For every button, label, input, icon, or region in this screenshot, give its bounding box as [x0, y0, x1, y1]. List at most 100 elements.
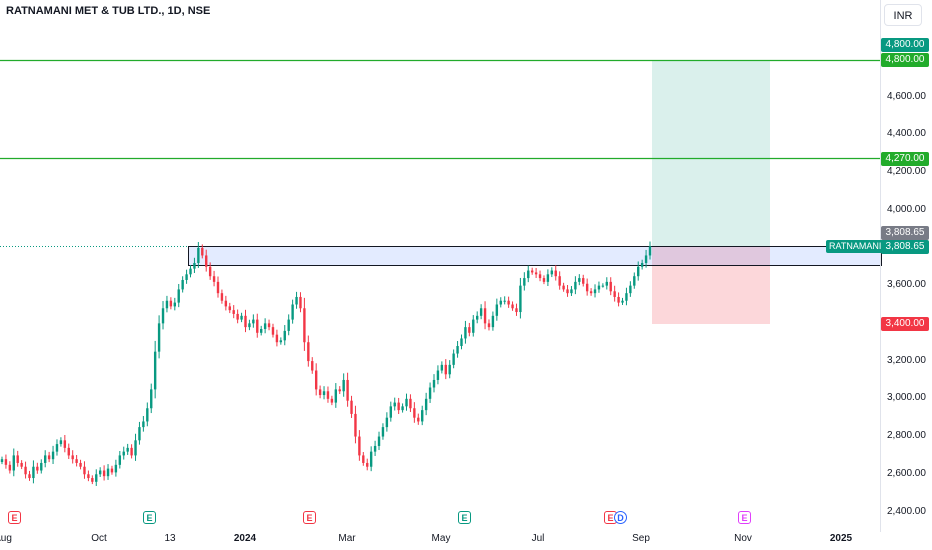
candle-body[interactable] — [71, 455, 74, 460]
candle-body[interactable] — [318, 389, 322, 396]
candle-body[interactable] — [346, 379, 349, 401]
target-zone[interactable] — [652, 61, 770, 247]
candle-body[interactable] — [452, 353, 455, 365]
candle-body[interactable] — [161, 308, 165, 324]
candle-body[interactable] — [621, 300, 624, 303]
candle-body[interactable] — [267, 323, 271, 328]
candle-body[interactable] — [130, 447, 133, 456]
candle-body[interactable] — [334, 389, 338, 403]
candle-body[interactable] — [28, 474, 31, 479]
candle-body[interactable] — [476, 315, 479, 320]
candle-body[interactable] — [582, 278, 585, 284]
candle-body[interactable] — [240, 315, 243, 320]
candle-body[interactable] — [252, 319, 255, 324]
candle-body[interactable] — [291, 304, 294, 320]
candle-body[interactable] — [566, 289, 569, 294]
candle-body[interactable] — [405, 398, 408, 407]
candle-body[interactable] — [173, 302, 176, 307]
candle-body[interactable] — [283, 330, 286, 341]
candle-body[interactable] — [134, 440, 137, 456]
dividend-event-icon[interactable]: D — [614, 511, 627, 524]
candle-body[interactable] — [542, 278, 546, 282]
candle-body[interactable] — [326, 391, 330, 399]
candle-body[interactable] — [311, 361, 314, 371]
candle-body[interactable] — [138, 427, 141, 441]
candle-body[interactable] — [157, 323, 161, 352]
candle-body[interactable] — [63, 440, 67, 448]
candle-body[interactable] — [456, 346, 459, 354]
candle-body[interactable] — [67, 447, 70, 456]
candle-body[interactable] — [629, 285, 632, 294]
candle-body[interactable] — [401, 406, 404, 411]
candle-body[interactable] — [503, 300, 506, 302]
candle-body[interactable] — [232, 310, 235, 314]
candle-body[interactable] — [377, 436, 381, 446]
candle-body[interactable] — [16, 455, 19, 463]
candle-body[interactable] — [558, 276, 561, 286]
candle-body[interactable] — [421, 410, 424, 422]
candle-body[interactable] — [87, 474, 90, 479]
upcoming-earnings-icon[interactable]: E — [738, 511, 751, 524]
candle-body[interactable] — [562, 285, 565, 290]
candle-body[interactable] — [8, 464, 12, 471]
candle-body[interactable] — [448, 364, 451, 375]
candle-body[interactable] — [366, 462, 369, 467]
candle-body[interactable] — [530, 270, 534, 273]
candle-body[interactable] — [440, 364, 444, 371]
candle-body[interactable] — [534, 272, 538, 275]
candle-body[interactable] — [322, 391, 326, 396]
candle-body[interactable] — [597, 285, 601, 290]
candle-body[interactable] — [550, 270, 554, 275]
stop-zone[interactable] — [652, 247, 770, 324]
candle-body[interactable] — [177, 289, 180, 303]
candle-body[interactable] — [260, 329, 263, 333]
candle-body[interactable] — [98, 470, 102, 475]
candle-body[interactable] — [102, 470, 106, 477]
candle-body[interactable] — [393, 402, 396, 407]
candle-body[interactable] — [605, 281, 608, 286]
candle-body[interactable] — [220, 293, 224, 301]
candle-body[interactable] — [114, 464, 118, 473]
candle-body[interactable] — [169, 300, 173, 307]
candle-body[interactable] — [578, 278, 581, 282]
candle-body[interactable] — [40, 462, 43, 471]
candle-body[interactable] — [79, 462, 82, 467]
candle-body[interactable] — [36, 466, 39, 471]
candle-body[interactable] — [189, 268, 192, 275]
candle-body[interactable] — [417, 417, 420, 422]
candle-body[interactable] — [358, 436, 361, 456]
candle-body[interactable] — [409, 398, 412, 409]
candle-body[interactable] — [303, 308, 306, 343]
candle-body[interactable] — [47, 455, 51, 460]
candle-body[interactable] — [350, 400, 353, 414]
candle-body[interactable] — [205, 255, 208, 267]
candle-body[interactable] — [55, 444, 59, 452]
candle-body[interactable] — [479, 308, 483, 316]
candle-body[interactable] — [507, 300, 510, 305]
candle-body[interactable] — [617, 296, 620, 303]
candle-body[interactable] — [201, 247, 204, 256]
candle-body[interactable] — [307, 342, 310, 362]
candle-body[interactable] — [527, 270, 530, 279]
candle-body[interactable] — [126, 447, 129, 452]
candle-body[interactable] — [432, 379, 436, 388]
candle-body[interactable] — [216, 281, 220, 294]
candle-body[interactable] — [546, 274, 550, 282]
candle-body[interactable] — [271, 327, 275, 335]
candle-body[interactable] — [110, 468, 114, 473]
candle-body[interactable] — [95, 474, 98, 482]
candle-body[interactable] — [637, 266, 640, 277]
candle-body[interactable] — [32, 466, 35, 479]
candle-body[interactable] — [299, 296, 302, 309]
candle-body[interactable] — [208, 266, 212, 277]
candle-body[interactable] — [601, 285, 605, 287]
candle-body[interactable] — [59, 440, 63, 445]
candle-body[interactable] — [381, 427, 385, 437]
candle-body[interactable] — [593, 289, 597, 294]
candle-body[interactable] — [165, 300, 169, 309]
candle-body[interactable] — [150, 389, 153, 409]
candle-body[interactable] — [83, 466, 86, 475]
candle-body[interactable] — [644, 255, 648, 263]
candle-body[interactable] — [212, 276, 216, 282]
